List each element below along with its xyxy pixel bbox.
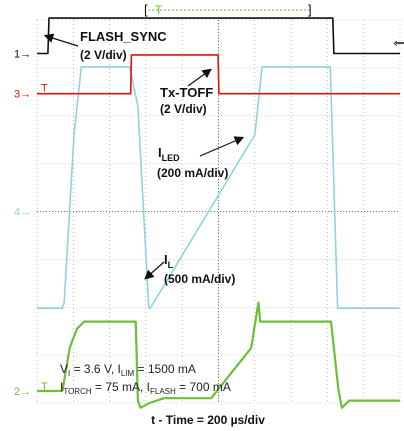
il-scale: (500 mA/div) (164, 272, 235, 286)
svg-text:VI = 3.6 V, ILIM = 1500 mA: VI = 3.6 V, ILIM = 1500 mA (60, 362, 196, 378)
tx-toff-label: Tx-TOFF (2 V/div) (160, 85, 213, 116)
il-trigger-marker: T (41, 381, 48, 393)
tx-toff-scale: (2 V/div) (160, 102, 207, 116)
channel-marker-il: 2→ (14, 386, 31, 398)
iled-label: ILED (200 mA/div) (157, 145, 228, 180)
svg-text:[: [ (144, 2, 148, 17)
iled-scale: (200 mA/div) (157, 166, 228, 180)
svg-text:IL: IL (164, 252, 174, 270)
svg-text:]: ] (308, 2, 312, 17)
tx-toff-name: Tx-TOFF (160, 85, 213, 100)
flash-sync-scale: (2 V/div) (80, 48, 127, 62)
tx-toff-arrow (187, 68, 212, 87)
il-label: IL (500 mA/div) (164, 252, 235, 286)
flash-sync-name: FLASH_SYNC (80, 29, 167, 44)
x-axis-label: t - Time = 200 µs/div (151, 413, 265, 427)
trace-flash-sync (37, 17, 400, 55)
flash-sync-label: FLASH_SYNC (2 V/div) (80, 29, 167, 62)
channel-marker-flash-sync: 1→ (14, 49, 31, 61)
trace-tx-toff (37, 54, 400, 95)
iled-name: I (158, 145, 162, 160)
trace-iled (37, 66, 400, 310)
channel-markers: 1→ 3→ 4→ 2→ T T (14, 49, 48, 399)
trace-il (37, 301, 400, 409)
il-arrow (144, 261, 165, 280)
channel-marker-iled: 4→ (14, 207, 31, 219)
trigger-position-indicator: [ ] T (144, 2, 312, 17)
test-conditions: VI = 3.6 V, ILIM = 1500 mA ITORCH = 75 m… (60, 362, 231, 396)
traces (37, 17, 400, 409)
flash-sync-arrow (43, 33, 79, 47)
iled-arrow (199, 136, 245, 157)
svg-text:ITORCH = 75 mA, IFLASH = 700 m: ITORCH = 75 mA, IFLASH = 700 mA (60, 380, 231, 396)
trigger-marker-top: T (155, 3, 163, 17)
il-subscript: L (168, 260, 174, 270)
channel-marker-tx-toff: 3→ (14, 89, 31, 101)
il-name: I (164, 252, 168, 267)
svg-text:ILED: ILED (158, 145, 180, 163)
trigger-level-marker: T (41, 83, 48, 95)
cursor-marker-icon: ‹ (393, 36, 398, 50)
iled-subscript: LED (162, 153, 181, 163)
